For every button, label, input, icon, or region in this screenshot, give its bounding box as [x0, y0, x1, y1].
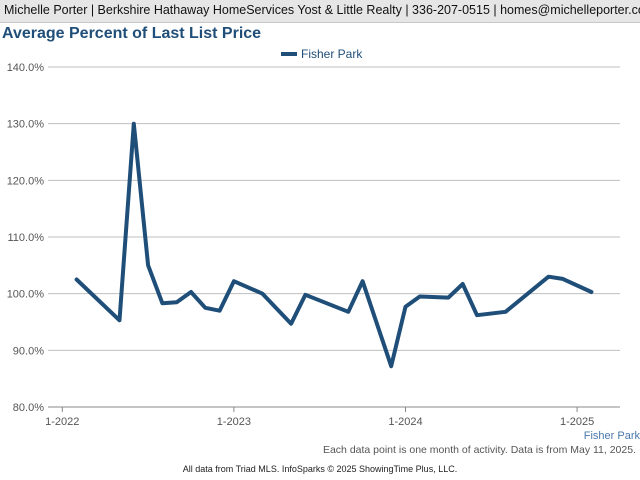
- source-footer: All data from Triad MLS. InfoSparks © 20…: [182, 464, 458, 474]
- y-tick-label: 130.0%: [7, 119, 45, 131]
- y-tick-label: 90.0%: [13, 345, 44, 357]
- x-tick-label: 1-2023: [217, 416, 251, 428]
- series-line-fisher-park: [74, 121, 594, 369]
- x-axis: [48, 406, 620, 412]
- y-tick-label: 80.0%: [13, 402, 44, 414]
- x-axis-tick-labels: 1-2022 1-2023 1-2024 1-2025: [45, 416, 594, 428]
- y-tick-label: 140.0%: [7, 62, 45, 74]
- y-axis-tick-labels: 80.0% 90.0% 100.0% 110.0% 120.0% 130.0% 140.0%: [7, 62, 45, 414]
- grid-lines: [48, 66, 620, 351]
- x-tick-label: 1-2022: [45, 416, 79, 428]
- header-contact-text: Michelle Porter | Berkshire Hathaway Hom…: [4, 3, 640, 17]
- x-tick-label: 1-2024: [388, 416, 422, 428]
- y-tick-label: 120.0%: [7, 175, 45, 187]
- series-lines: [74, 121, 594, 369]
- x-tick-label: 1-2025: [560, 416, 594, 428]
- y-tick-label: 110.0%: [8, 232, 45, 244]
- series-end-label-fisher-park: Fisher Park: [584, 430, 640, 442]
- chart-title: Average Percent of Last List Price: [2, 25, 262, 42]
- header-bar: Michelle Porter | Berkshire Hathaway Hom…: [0, 0, 640, 23]
- legend-label-fisher-park: Fisher Park: [301, 47, 363, 61]
- data-footnote: Each data point is one month of activity…: [322, 444, 636, 456]
- y-tick-label: 100.0%: [7, 289, 45, 301]
- legend: Fisher Park: [281, 47, 363, 61]
